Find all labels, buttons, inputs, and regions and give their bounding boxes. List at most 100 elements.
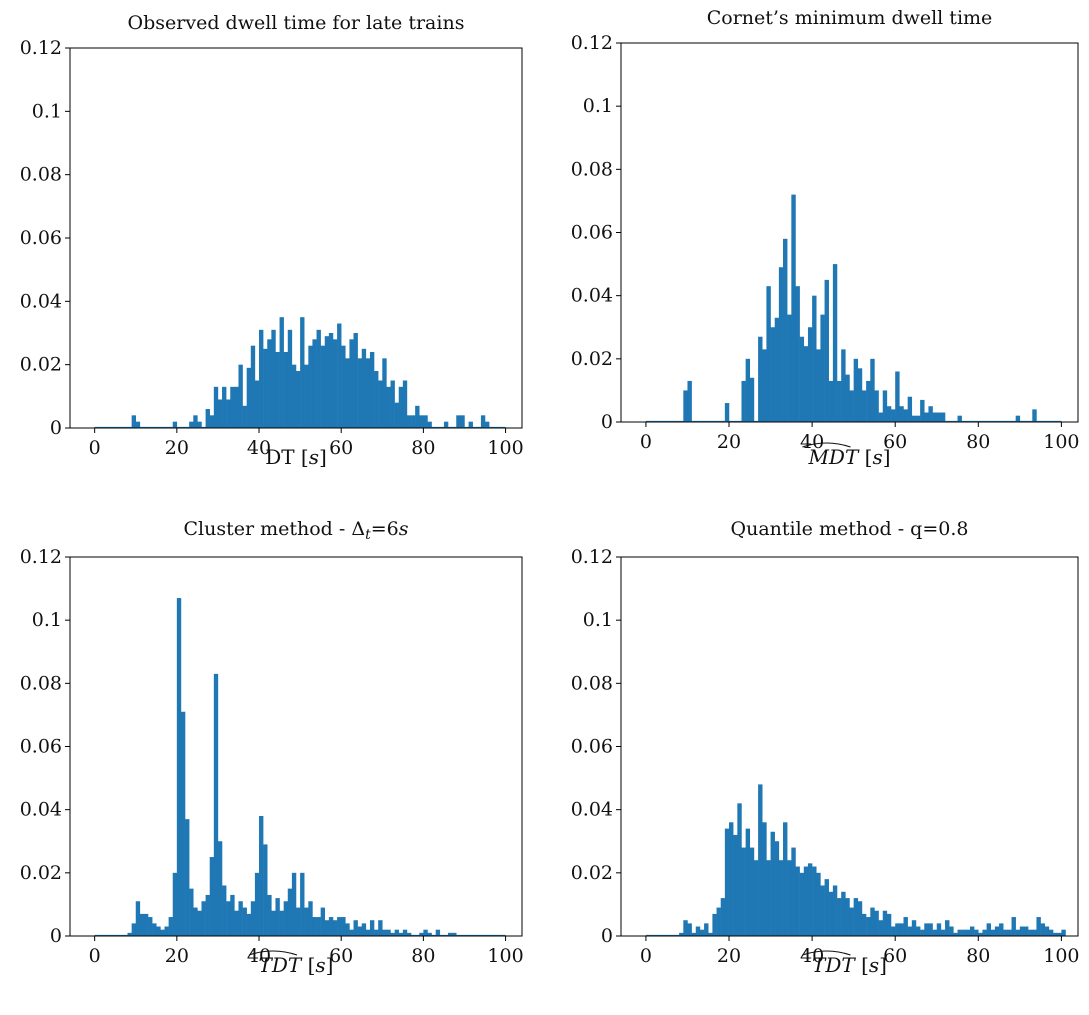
histogram-bar (259, 815, 264, 936)
histogram-bar (226, 901, 231, 936)
chart-panel-4: 0 0.02 0.04 0.06 0.08 0.1 0.12 0 20 40 60 80 100 Quan… (571, 518, 1080, 977)
histogram-bar (791, 194, 796, 422)
histogram-bar (152, 923, 157, 936)
histogram-bar (135, 901, 141, 936)
histogram-bar (246, 913, 252, 936)
histogram-bar (712, 913, 717, 936)
histogram-bar (807, 863, 813, 936)
histogram-bar (193, 907, 198, 936)
y-tick-label: 0.08 (571, 672, 613, 694)
histogram-bar (349, 929, 354, 936)
histogram-bar (361, 348, 367, 428)
histogram-bar (932, 929, 937, 936)
histogram-bar (263, 348, 268, 428)
histogram-bar (832, 264, 838, 422)
histogram-bar (456, 415, 461, 428)
histogram-bar (345, 358, 350, 428)
histogram-bar (275, 352, 280, 428)
histogram-bar (749, 377, 755, 422)
histogram-bar (226, 399, 231, 428)
chart-title: Cluster method - Δt=6s (184, 518, 409, 543)
histogram-bar (965, 929, 971, 936)
histogram-bar (978, 932, 983, 936)
histogram-bar (812, 295, 817, 422)
axes-frame (620, 556, 1079, 937)
histogram-bar (886, 913, 892, 936)
x-tick-label: 20 (165, 945, 189, 967)
histogram-bar (882, 910, 888, 936)
histogram-bar (485, 421, 490, 428)
histogram-bar (903, 409, 908, 422)
histogram-bar (386, 929, 391, 936)
x-tick-label: 80 (411, 437, 435, 459)
histogram-bar (783, 238, 788, 422)
histogram-bar (924, 923, 929, 936)
histogram-bar (816, 349, 821, 422)
histogram-bar (419, 932, 424, 936)
histogram-bar (168, 917, 173, 936)
histogram-bar (291, 872, 297, 936)
histogram-bar (378, 920, 383, 936)
y-tick-label: 0.12 (20, 546, 62, 568)
histogram-bar (866, 380, 871, 422)
histogram-bar (807, 327, 813, 422)
histogram-bar (148, 917, 153, 936)
bars (127, 598, 457, 937)
histogram-bar (411, 415, 416, 428)
histogram-bar (246, 367, 252, 428)
histogram-bar (127, 932, 132, 936)
histogram-bar (238, 901, 243, 936)
histogram-bar (803, 346, 809, 422)
histogram-bar (687, 380, 692, 422)
histogram-bar (217, 399, 223, 428)
histogram-bar (357, 926, 362, 936)
histogram-bar (332, 920, 338, 936)
histogram-bar (468, 421, 473, 428)
histogram-bar (328, 333, 334, 428)
x-tick-label: 0 (640, 431, 652, 453)
histogram-bar (415, 405, 420, 428)
histogram-bar (936, 923, 942, 936)
histogram-bar (242, 907, 247, 936)
histogram-bar (787, 860, 792, 936)
histogram-bar (279, 910, 284, 936)
histogram-bar (837, 898, 842, 936)
x-tick-label: 20 (717, 431, 741, 453)
histogram-bar (924, 412, 929, 422)
hat-accent (802, 950, 851, 956)
histogram-bar (1028, 929, 1033, 936)
histogram-bar (197, 910, 202, 936)
histogram-bar (398, 386, 404, 428)
y-tick-label: 0.04 (571, 799, 613, 821)
histogram-bar (189, 888, 194, 937)
x-tick-label: 0 (89, 945, 101, 967)
histogram-bar (729, 822, 734, 936)
histogram-bar (234, 386, 239, 428)
histogram-bar (795, 866, 800, 936)
histogram-bar (778, 267, 784, 422)
y-tick-label: 0.04 (571, 285, 613, 307)
x-tick-label: 0 (89, 437, 101, 459)
histogram-bar (324, 920, 330, 936)
histogram-bar (766, 286, 771, 422)
histogram-bar (783, 822, 788, 936)
histogram-bar (365, 929, 371, 936)
chart-title: Observed dwell time for late trains (128, 12, 465, 34)
histogram-bar (828, 891, 834, 936)
histogram-bar (687, 923, 692, 936)
hat-accent (248, 950, 298, 956)
histogram-bar (845, 898, 850, 936)
histogram-bar (936, 412, 942, 422)
x-tick-label: 20 (165, 437, 189, 459)
histogram-bar (683, 920, 688, 936)
histogram-bar (899, 406, 904, 422)
histogram-bar (870, 907, 875, 936)
x-tick-label: 100 (487, 945, 523, 967)
histogram-bar (259, 329, 264, 428)
histogram-bar (874, 910, 879, 936)
histogram-bar (341, 345, 346, 428)
x-axis-label: MDT [s] (807, 445, 890, 469)
histogram-bar (770, 831, 775, 936)
histogram-bar (337, 323, 342, 428)
histogram-bar (131, 415, 136, 428)
